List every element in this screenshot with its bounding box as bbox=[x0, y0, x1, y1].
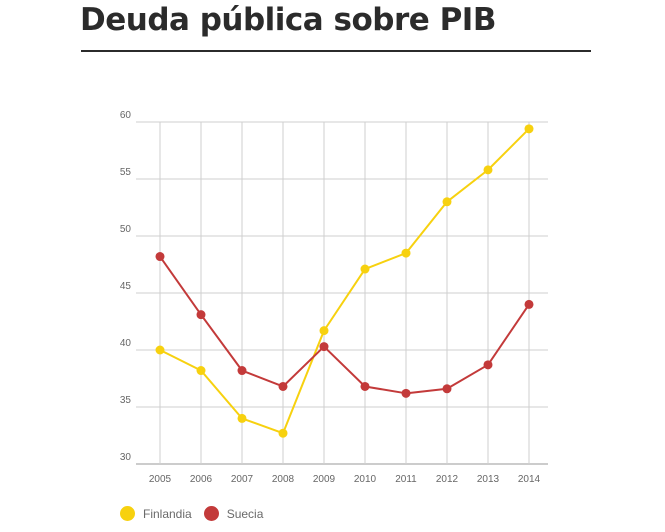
y-tick-label-55: 55 bbox=[120, 167, 132, 178]
point-finlandia-2014[interactable] bbox=[524, 124, 534, 134]
legend: Finlandia Suecia bbox=[120, 506, 275, 521]
y-tick-label-40: 40 bbox=[120, 338, 132, 349]
point-finlandia-2006[interactable] bbox=[196, 366, 206, 376]
point-finlandia-2013[interactable] bbox=[483, 165, 493, 175]
legend-swatch-suecia bbox=[203, 506, 219, 521]
x-tick-label-2007: 2007 bbox=[231, 474, 254, 485]
point-suecia-2008[interactable] bbox=[278, 381, 288, 391]
x-tick-label-2010: 2010 bbox=[354, 474, 377, 485]
grid-layer bbox=[136, 121, 548, 465]
point-finlandia-2008[interactable] bbox=[278, 428, 288, 438]
point-suecia-2007[interactable] bbox=[237, 366, 247, 376]
x-tick-label-2013: 2013 bbox=[477, 474, 500, 485]
x-tick-label-2014: 2014 bbox=[518, 474, 541, 485]
series-layer bbox=[155, 124, 534, 438]
y-tick-label-50: 50 bbox=[120, 224, 132, 235]
chart-title: Deuda pública sobre PIB bbox=[80, 2, 496, 38]
title-divider bbox=[81, 50, 591, 52]
point-suecia-2013[interactable] bbox=[483, 360, 493, 370]
x-tick-label-2011: 2011 bbox=[395, 474, 417, 485]
point-finlandia-2005[interactable] bbox=[155, 345, 165, 355]
legend-swatch-finlandia bbox=[120, 506, 135, 521]
y-tick-label-45: 45 bbox=[120, 281, 132, 292]
series-line-finlandia bbox=[159, 128, 530, 435]
point-finlandia-2009[interactable] bbox=[319, 326, 329, 336]
x-tick-label-2009: 2009 bbox=[313, 474, 336, 485]
point-suecia-2012[interactable] bbox=[442, 384, 452, 394]
legend-item-suecia[interactable]: Suecia bbox=[203, 506, 264, 521]
axis-layer: 30 35 40 45 50 55 60 2005 2006 2007 2008 2009 2010 20… bbox=[120, 110, 541, 485]
x-tick-label-2005: 2005 bbox=[149, 474, 172, 485]
point-suecia-2014[interactable] bbox=[524, 299, 534, 309]
point-suecia-2011[interactable] bbox=[401, 388, 411, 398]
point-finlandia-2011[interactable] bbox=[401, 248, 411, 258]
point-finlandia-2012[interactable] bbox=[442, 197, 452, 207]
legend-label-finlandia: Finlandia bbox=[143, 506, 192, 521]
point-suecia-2006[interactable] bbox=[196, 310, 206, 320]
legend-label-suecia: Suecia bbox=[226, 506, 264, 521]
line-chart: 30 35 40 45 50 55 60 2005 2006 2007 2008 2009 2010 20… bbox=[120, 110, 548, 485]
point-suecia-2009[interactable] bbox=[319, 342, 329, 352]
x-tick-label-2008: 2008 bbox=[272, 474, 295, 485]
y-tick-label-35: 35 bbox=[120, 395, 132, 406]
legend-item-finlandia[interactable]: Finlandia bbox=[120, 506, 192, 521]
series-line-suecia bbox=[159, 255, 530, 395]
point-suecia-2010[interactable] bbox=[360, 381, 370, 391]
point-finlandia-2007[interactable] bbox=[237, 413, 247, 423]
y-tick-label-30: 30 bbox=[120, 452, 132, 463]
y-tick-label-60: 60 bbox=[120, 110, 132, 121]
point-suecia-2005[interactable] bbox=[155, 252, 165, 262]
x-tick-label-2006: 2006 bbox=[190, 474, 213, 485]
x-tick-label-2012: 2012 bbox=[436, 474, 459, 485]
point-finlandia-2010[interactable] bbox=[360, 264, 370, 274]
